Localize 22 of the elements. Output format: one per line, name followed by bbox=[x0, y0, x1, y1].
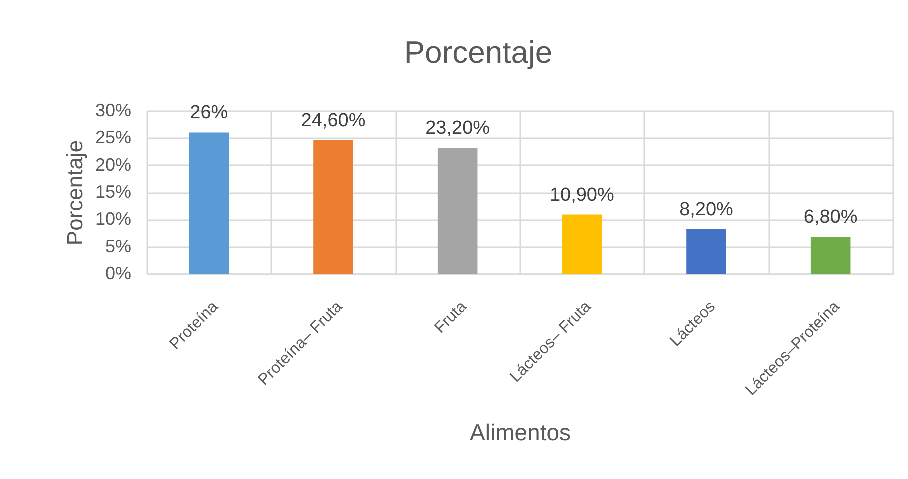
chart-title: Porcentaje bbox=[404, 35, 553, 70]
y-tick-label: 15% bbox=[95, 182, 132, 202]
bar bbox=[314, 140, 354, 274]
data-label: 10,90% bbox=[550, 184, 614, 206]
data-label: 24,60% bbox=[301, 110, 366, 132]
y-tick-label: 30% bbox=[95, 100, 132, 120]
y-tick-label: 5% bbox=[105, 236, 132, 256]
bar bbox=[189, 132, 230, 274]
y-tick-label: 20% bbox=[95, 154, 132, 175]
data-label: 8,20% bbox=[680, 199, 734, 220]
bar bbox=[438, 148, 478, 274]
data-label: 6,80% bbox=[804, 207, 858, 228]
bar bbox=[686, 229, 726, 274]
y-tick-label: 10% bbox=[95, 209, 132, 230]
y-tick-label: 0% bbox=[105, 264, 132, 284]
x-axis-title: Alimentos bbox=[470, 420, 571, 446]
bar bbox=[562, 214, 602, 274]
data-label: 23,20% bbox=[426, 118, 490, 139]
y-axis-title: Porcentaje bbox=[62, 140, 88, 246]
bar bbox=[810, 237, 851, 274]
data-label: 26% bbox=[190, 102, 228, 124]
y-tick-label: 25% bbox=[95, 128, 132, 148]
